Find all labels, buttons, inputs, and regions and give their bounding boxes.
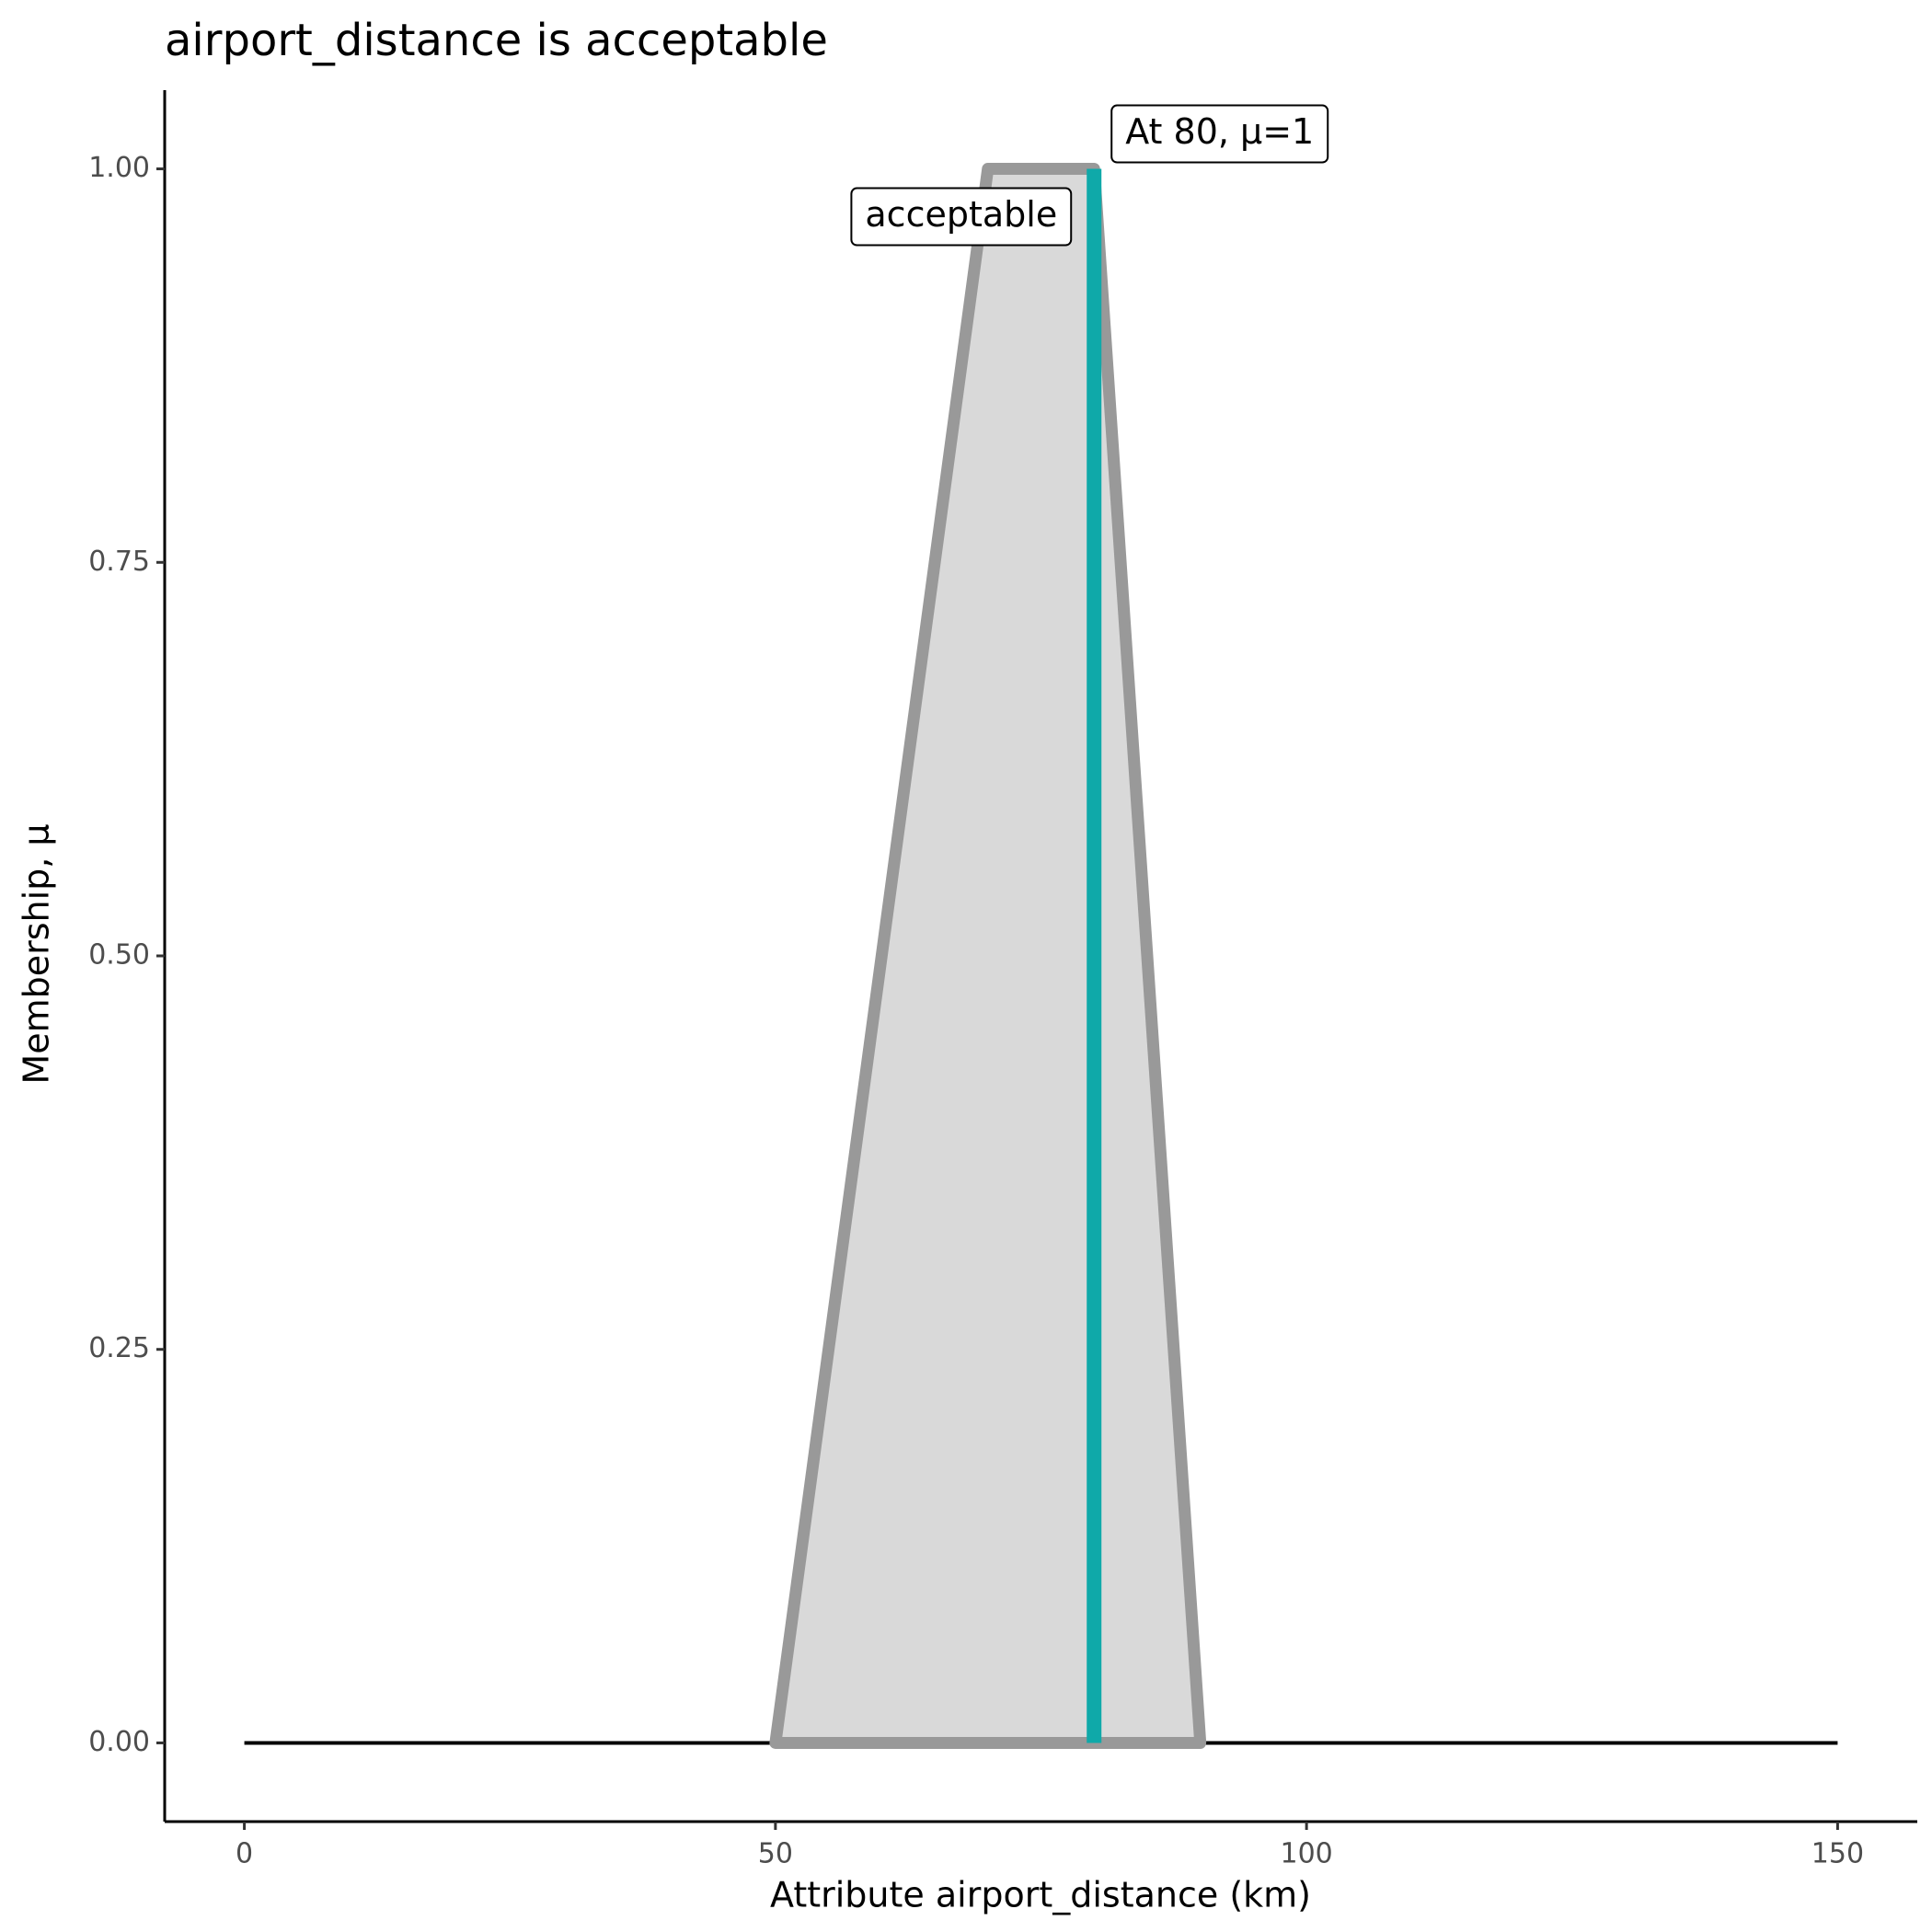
series-label-group: acceptable (850, 187, 1073, 247)
y-tick-label: 0.75 (88, 546, 150, 578)
x-tick-label: 50 (758, 1838, 793, 1870)
x-tick-label: 0 (236, 1838, 253, 1870)
y-tick-label: 0.25 (88, 1332, 150, 1364)
series-label: acceptable (865, 194, 1057, 235)
marker-label-group: At 80, μ=1 (1110, 104, 1329, 164)
x-axis-label: Attribute airport_distance (km) (770, 1875, 1311, 1915)
membership-area (769, 163, 1207, 1749)
y-tick-label: 1.00 (88, 152, 150, 184)
marker-label: At 80, μ=1 (1125, 111, 1314, 152)
chart-title: airport_distance is acceptable (165, 15, 828, 66)
x-tick-label: 100 (1281, 1838, 1333, 1870)
x-tick-label: 150 (1811, 1838, 1864, 1870)
y-tick-label: 0.00 (88, 1726, 150, 1758)
series-label-box (850, 187, 1073, 247)
y-axis-label: Membership, μ (17, 823, 57, 1084)
y-tick-label: 0.50 (88, 939, 150, 972)
marker-label-box (1110, 104, 1329, 164)
